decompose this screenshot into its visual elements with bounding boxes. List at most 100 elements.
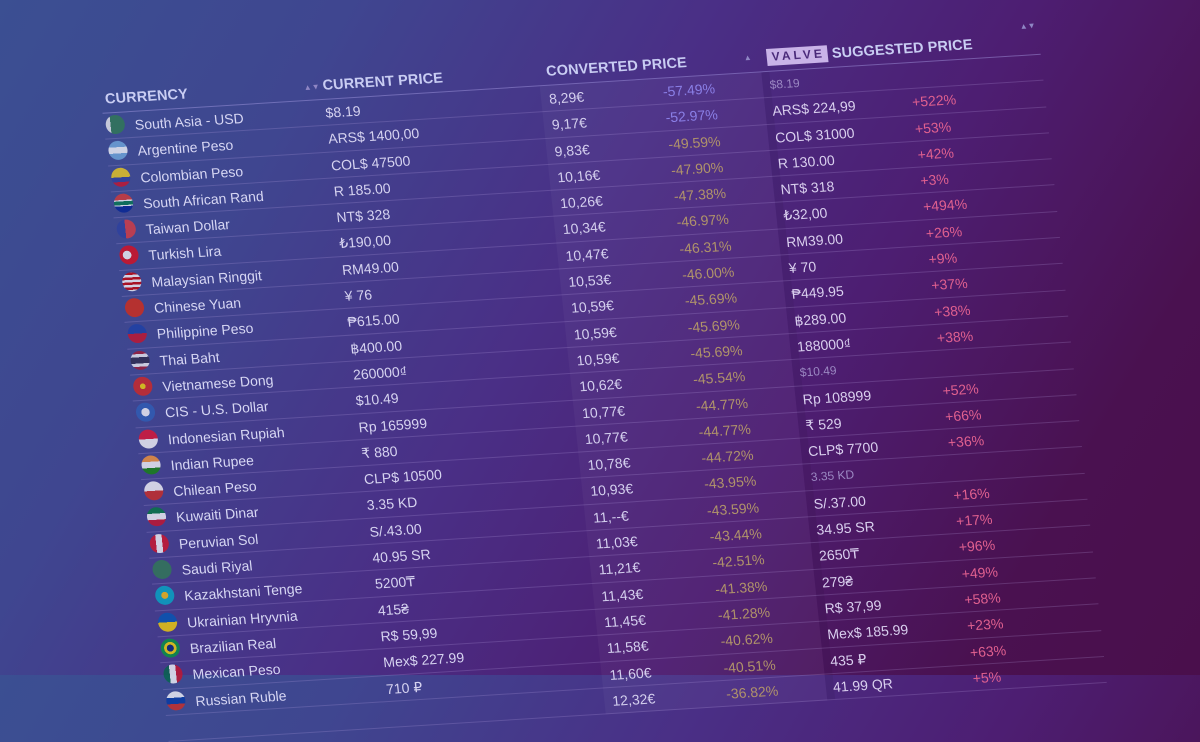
currency-name: Brazilian Real [189,634,277,657]
converted-price: 11,--€ [592,507,630,526]
currency-name: South Asia - USD [134,109,245,133]
sort-ascending-icon[interactable]: ▲ [743,52,753,63]
suggested-increase: +63% [969,641,1007,660]
suggested-increase: +5% [971,668,1002,687]
currency-name: Chinese Yuan [153,294,242,316]
suggested-increase: +17% [955,510,994,530]
suggested-increase: +26% [925,222,963,242]
suggested-price: ¥ 70 [788,258,817,277]
flag-colombia-icon [110,166,132,187]
flag-pakistan-icon [104,114,126,135]
percent-difference: -52.97% [664,106,719,126]
percent-difference: -42.51% [711,551,766,571]
suggested-increase: +36% [947,432,985,451]
flag-turkey-icon [118,245,140,266]
currency-name: Colombian Peso [139,162,244,186]
converted-price: 10,16€ [556,166,601,186]
percent-difference: -43.44% [708,525,763,545]
suggested-price: ₺32,00 [782,205,829,224]
suggested-increase: +16% [952,484,991,503]
currency-name: Russian Ruble [194,686,288,709]
percent-difference: -45.54% [692,368,747,388]
current-price: ¥ 76 [343,286,373,304]
percent-difference: -44.77% [697,420,752,440]
converted-price: 10,59€ [573,323,618,343]
currency-name: Indian Rupee [169,451,255,474]
sort-icon[interactable]: ▲▼ [1019,21,1036,32]
column-header-current-price[interactable]: CURRENT PRICE [321,70,444,94]
flag-vietnam-icon [132,376,154,397]
converted-price: 10,47€ [564,245,610,264]
current-price: ₺190,00 [338,232,392,252]
currency-name: Mexican Peso [191,660,282,683]
converted-price: 10,77€ [584,428,629,447]
percent-difference: -57.49% [662,80,716,100]
suggested-price: RM39.00 [785,230,844,250]
percent-difference: -46.97% [675,211,730,231]
percent-difference: -43.59% [706,499,760,519]
currency-name: Malaysian Ringgit [150,266,263,290]
flag-saudi-arabia-icon [151,559,173,580]
flag-south-africa-icon [113,192,135,214]
current-price: Mex$ 227.99 [382,649,465,671]
currency-name: Turkish Lira [147,243,222,264]
flag-kuwait-icon [146,507,168,528]
suggested-price: Rp 108999 [801,386,872,407]
flag-cis-icon [135,402,157,423]
flag-argentina-icon [107,140,129,161]
current-price: ₱615.00 [346,310,401,331]
suggested-price: 188000₫ [796,335,852,355]
regional-pricing-table: CURRENCY ▲▼ CURRENT PRICE CONVERTED PRIC… [98,11,1107,742]
flag-ukraine-icon [157,611,179,632]
suggested-price: 34.95 SR [815,518,876,538]
suggested-price: R$ 37,99 [823,596,883,617]
flag-taiwan-icon [115,219,137,240]
converted-price: 10,59€ [575,349,621,369]
percent-difference: -36.82% [725,682,780,702]
currency-name: Argentine Peso [136,136,235,159]
current-price: ARS$ 1400,00 [327,125,421,147]
suggested-price: S/.37.00 [812,492,867,512]
suggested-increase: +96% [958,536,996,556]
flag-thailand-icon [129,350,151,371]
column-header-currency[interactable]: CURRENCY [104,86,189,108]
current-price: R$ 59,99 [379,624,439,645]
percent-difference: -40.62% [719,630,774,650]
converted-price: 12,32€ [611,690,656,709]
current-price: S/.43.00 [368,520,423,540]
suggested-increase: +522% [911,91,957,111]
currency-name: Philippine Peso [156,320,255,343]
suggested-increase: +58% [963,589,1002,608]
valve-logo-badge: VALVE [765,45,829,66]
flag-kazakhstan-icon [154,585,176,606]
percent-difference: -40.51% [722,656,777,676]
current-price: 415₴ [376,600,410,619]
flag-china-icon [124,297,146,318]
suggested-price: 279₴ [821,572,854,591]
currency-name: CIS - U.S. Dollar [164,398,270,421]
percent-difference: -44.72% [700,446,755,466]
percent-difference: -46.00% [681,263,736,283]
current-price: $8.19 [324,102,362,121]
suggested-increase: +38% [936,327,974,346]
flag-mexico-icon [162,664,184,685]
flag-indonesia-icon [137,428,159,449]
column-header-converted-price[interactable]: CONVERTED PRICE [545,55,688,80]
current-price: $10.49 [354,390,400,409]
suggested-price: 3.35 KD [810,467,855,485]
current-price: 5200₸ [374,573,416,592]
percent-difference: -43.95% [703,472,758,493]
flag-philippines-icon [126,323,148,344]
suggested-increase: +23% [966,615,1005,634]
currency-name: Thai Baht [158,348,221,369]
percent-difference: -47.38% [673,185,727,205]
suggested-increase: +49% [960,563,999,582]
converted-price: 10,77€ [581,402,626,421]
currency-name: Kazakhstani Tenge [183,580,304,604]
current-price: NT$ 328 [335,206,391,226]
converted-price: 11,45€ [603,611,647,631]
currency-name: Chilean Peso [172,478,258,500]
currency-name: Saudi Riyal [180,557,254,578]
suggested-price: CLP$ 7700 [807,438,879,460]
sort-icon[interactable]: ▲▼ [303,82,321,93]
